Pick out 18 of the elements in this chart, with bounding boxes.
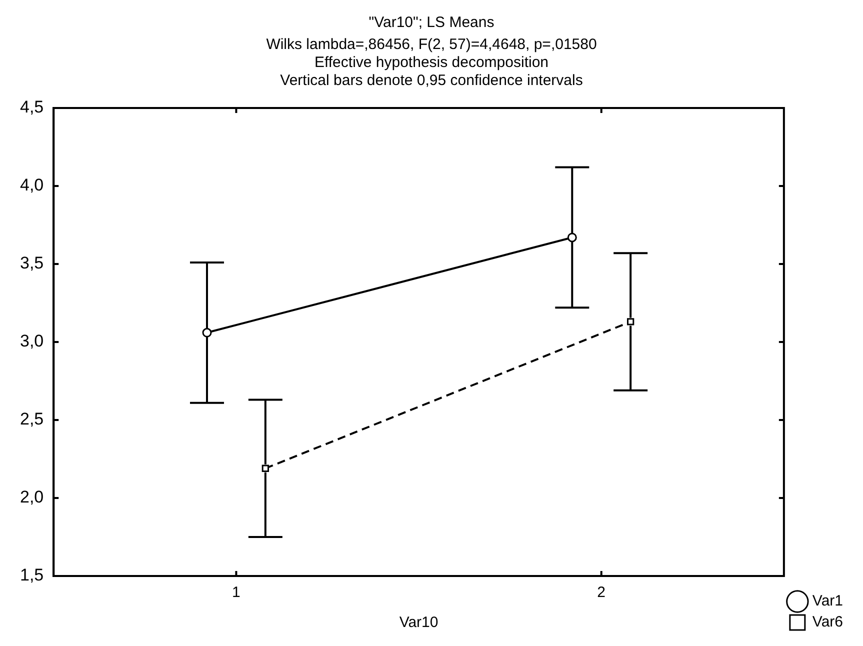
point (567, 232, 577, 242)
x-tick-label: 2 (597, 584, 606, 602)
x-tick-label: 1 (232, 584, 240, 602)
y-tick-label: 2,0 (20, 488, 44, 507)
y-tick-label: 4,0 (20, 176, 44, 195)
point (626, 318, 634, 326)
y-tick-label: 1,5 (20, 566, 44, 585)
x-axis-title: Var10 (399, 614, 438, 632)
point (202, 328, 212, 338)
y-tick-label: 4,5 (20, 98, 44, 117)
legend-label: Var6 (812, 614, 844, 631)
chart-title: "Var10"; LS Means (368, 14, 494, 32)
y-tick-label: 3,5 (20, 254, 44, 273)
point (262, 464, 269, 472)
legend-label: Var1 (812, 592, 844, 610)
chart-subtitle: Wilks lambda=,86456, F(2, 57)=4,4648, p=,01580 Effective hypothesis decomposition Vertical bars denote 0,95 confidence intervals (266, 36, 597, 90)
y-tick-label: 3,0 (20, 332, 44, 351)
y-tick-label: 2,5 (20, 410, 44, 429)
